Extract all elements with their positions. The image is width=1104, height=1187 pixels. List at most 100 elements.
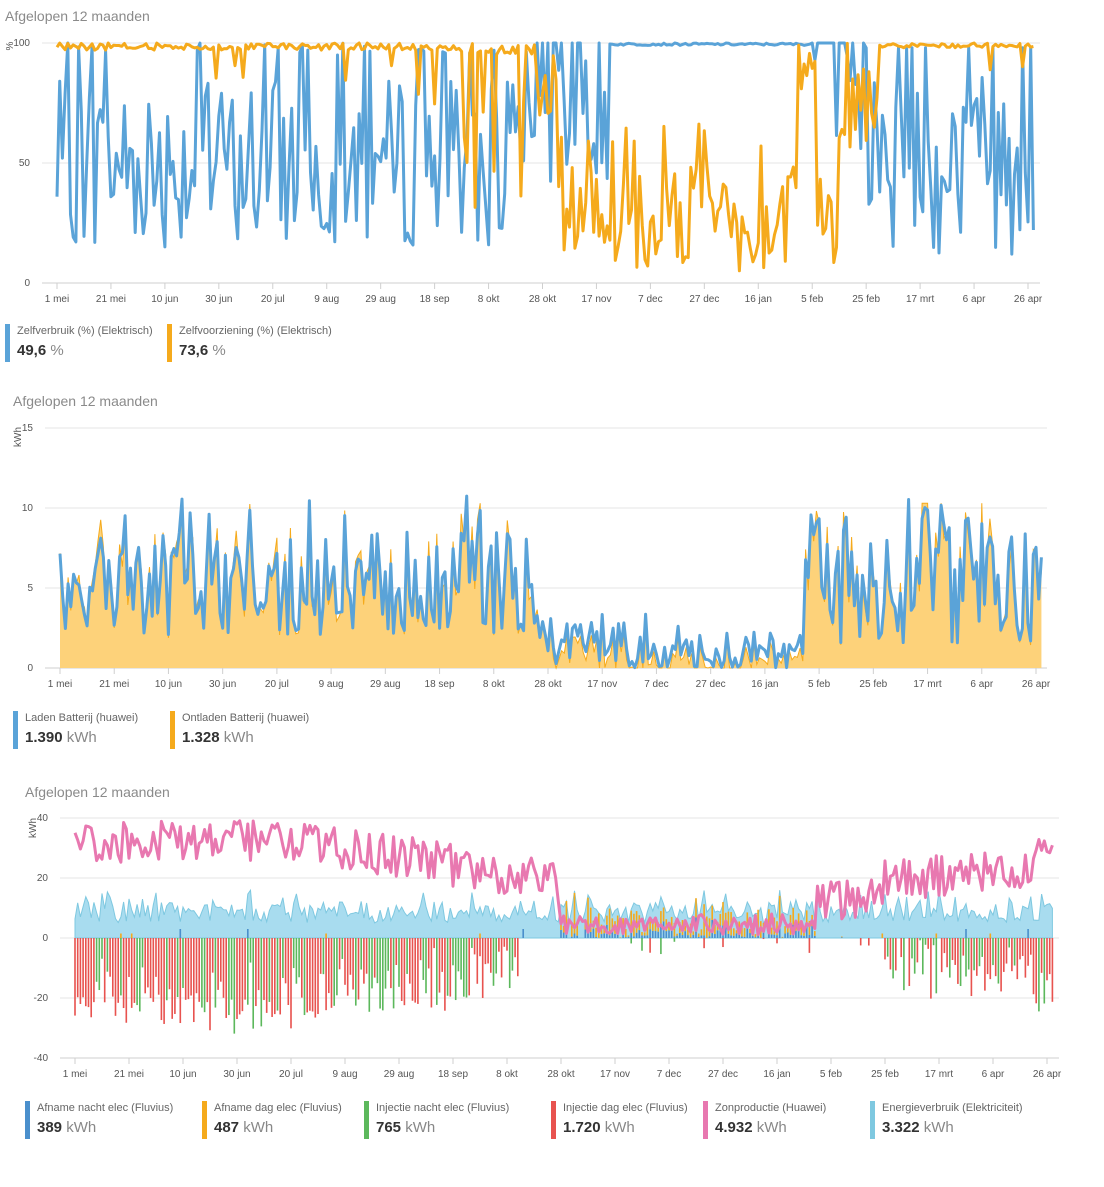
bar-injectie-nacht [203,938,206,1013]
bar-injectie-dag [87,938,90,1008]
legend-label: Ontladen Batterij (huawei) [182,712,310,724]
bar-afname-nacht [616,933,619,938]
bar-injectie-dag [206,938,209,1003]
bar-injectie-nacht [454,938,457,1001]
bar-afname-dag [651,919,654,931]
legend-item[interactable]: Afname dag elec (Fluvius) 487 kWh [202,1101,364,1139]
bar-injectie-dag [217,938,219,990]
bar-afname-dag [711,905,714,920]
bar-injectie-dag [984,938,986,991]
legend-item[interactable]: Afname nacht elec (Fluvius) 389 kWh [25,1101,202,1139]
bar-afname-nacht [708,936,711,938]
legend-total-value: 765 [376,1119,402,1136]
bar-injectie-dag [265,938,268,1013]
legend-item[interactable]: Injectie dag elec (Fluvius) 1.720 kWh [551,1101,703,1139]
bar-injectie-dag [76,938,79,998]
bar-afname-nacht [633,936,635,938]
bar-injectie-dag [449,938,452,997]
bar-injectie-dag [403,938,406,1006]
bar-injectie-nacht [981,938,984,957]
bar-afname-dag [654,917,657,932]
legend-total: 389 kWh [37,1119,202,1137]
bar-afname-dag [797,913,800,924]
bar-injectie-dag [300,938,303,998]
bar-afname-nacht [654,931,657,938]
legend-total-unit: kWh [62,729,97,746]
bar-injectie-dag [365,938,368,974]
bar-injectie-nacht [268,938,271,1002]
bar-injectie-nacht [462,938,465,997]
bar-injectie-dag [198,938,201,1002]
legend-total-value: 389 [37,1119,63,1136]
bar-afname-nacht [776,935,778,938]
bar-afname-dag [622,918,624,932]
y-tick-label: -20 [34,993,49,1004]
x-tick-label: 1 mei [45,294,69,305]
bar-afname-dag [130,933,133,938]
bar-injectie-dag [1035,938,1038,1004]
bar-injectie-dag [1027,938,1029,966]
legend-item[interactable]: Ontladen Batterij (huawei) 1.328 kWh [170,711,352,749]
bar-injectie-nacht [379,938,381,1009]
bar-injectie-nacht [392,938,395,1009]
x-tick-label: 20 jul [265,679,289,690]
bar-injectie-dag [255,938,257,1007]
chart2-title: Afgelopen 12 maanden [13,393,158,409]
bar-afname-nacht [657,931,660,938]
bar-afname-dag [673,923,676,937]
x-tick-label: 17 nov [600,1069,630,1080]
bar-afname-dag [989,933,992,938]
bar-injectie-dag [473,938,476,955]
bar-injectie-dag [314,938,317,1018]
bar-injectie-nacht [903,938,905,991]
bar-injectie-nacht [911,938,913,959]
x-tick-label: 20 jul [261,294,285,305]
x-tick-label: 27 dec [696,679,726,690]
x-tick-label: 8 okt [478,294,500,305]
bar-injectie-dag [649,938,651,953]
legend-item[interactable]: Zonproductie (Huawei) 4.932 kWh [703,1101,870,1139]
y-axis-unit-label: kWh [13,427,24,447]
bar-injectie-nacht [630,938,633,944]
bar-injectie-nacht [333,938,336,1006]
bar-injectie-nacht [322,938,325,975]
x-tick-label: 5 feb [820,1069,843,1080]
legend-item[interactable]: Zelfverbruik (%) (Elektrisch) 49,6 % [5,324,167,362]
bar-injectie-nacht [511,938,514,971]
series-line-laden-batterij [58,494,1043,670]
bar-afname-nacht [522,929,525,938]
legend-total-unit: kWh [401,1119,436,1136]
bar-injectie-nacht [341,938,344,959]
legend-color-swatch [167,324,172,362]
legend-item[interactable]: Laden Batterij (huawei) 1.390 kWh [13,711,170,749]
bar-afname-dag [757,909,759,929]
bar-injectie-dag [390,938,392,989]
bar-injectie-nacht [948,938,951,978]
bar-injectie-nacht [387,938,390,971]
x-tick-label: 30 jun [223,1069,250,1080]
bar-injectie-dag [1048,938,1051,975]
legend-item[interactable]: Energieverbruik (Elektriciteit) 3.322 kWh [870,1101,1082,1139]
bar-afname-nacht [805,923,808,938]
bar-injectie-dag [133,938,136,1003]
bar-afname-dag [813,931,816,936]
bar-injectie-dag [279,938,282,1015]
bar-injectie-nacht [973,938,975,971]
bar-afname-dag [743,928,746,937]
bar-injectie-nacht [435,938,438,1005]
legend-item[interactable]: Injectie nacht elec (Fluvius) 765 kWh [364,1101,551,1139]
bar-injectie-dag [408,938,411,984]
x-tick-label: 9 aug [332,1069,357,1080]
bar-injectie-dag [444,938,446,1011]
bar-afname-dag [662,907,665,922]
bar-injectie-nacht [230,938,233,1000]
bar-injectie-nacht [398,938,400,987]
bar-injectie-dag [211,938,214,973]
legend-item[interactable]: Zelfvoorziening (%) (Elektrisch) 73,6 % [167,324,349,362]
x-tick-label: 16 jan [763,1069,790,1080]
y-tick-label: 20 [37,873,49,884]
bar-afname-nacht [840,937,843,938]
bar-afname-nacht [741,936,743,938]
bar-injectie-nacht [886,938,889,957]
chart2-plot: 0 5 10 15 1 mei 21 mei 10 jun 30 jun 20 jul 9 aug… [13,423,1051,690]
